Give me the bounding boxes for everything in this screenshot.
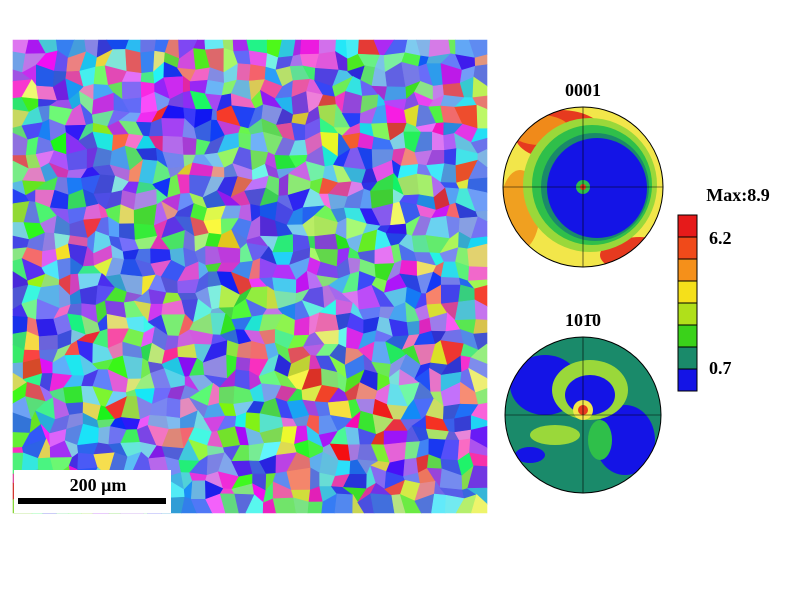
color-bar-tick: 0.7 (709, 358, 732, 378)
color-bar-max: Max:8.9 (706, 185, 769, 205)
contour (547, 138, 647, 238)
grain (470, 494, 488, 514)
scale-bar-line (18, 498, 166, 504)
grain (416, 173, 435, 198)
grain (406, 320, 420, 336)
grain (166, 416, 181, 430)
grain (63, 385, 84, 404)
grain (235, 357, 251, 372)
grain (399, 260, 418, 277)
scale-bar: 200 μm (14, 470, 171, 513)
grain (204, 79, 225, 96)
grain (370, 493, 395, 514)
grain (140, 50, 155, 74)
color-step (677, 236, 698, 260)
grain (286, 467, 311, 491)
grain (468, 266, 488, 282)
pole-figure-label: 101̄0 (565, 310, 601, 330)
grain (236, 63, 252, 82)
color-step (677, 368, 698, 392)
contour (515, 447, 545, 463)
color-step (677, 302, 698, 326)
grain (272, 497, 297, 514)
grain (314, 312, 340, 333)
grain (182, 136, 198, 156)
grain (121, 81, 142, 100)
grain (440, 284, 462, 305)
grain (38, 334, 59, 351)
contour (595, 405, 655, 475)
color-bar-tick: 6.2 (709, 228, 732, 248)
color-step (677, 258, 698, 282)
scale-bar-label: 200 μm (70, 475, 127, 495)
grain (12, 447, 24, 454)
grain (444, 148, 457, 166)
color-bar (677, 214, 698, 392)
grain (321, 368, 339, 389)
grain (140, 39, 157, 54)
grain (315, 51, 340, 71)
grain (12, 316, 29, 335)
grain (334, 493, 354, 514)
scale-bar-box (14, 470, 171, 513)
color-step (677, 280, 698, 304)
ebsd-map (12, 39, 488, 514)
grain (119, 223, 136, 241)
grain (217, 246, 241, 264)
pole-figure-label: 0001 (565, 80, 601, 100)
grain (383, 86, 407, 102)
grain (218, 386, 236, 405)
grain (211, 108, 218, 121)
grain (98, 426, 111, 446)
grain (161, 118, 186, 138)
color-step (677, 324, 698, 348)
contour (530, 425, 580, 445)
grain (454, 415, 472, 433)
grain (473, 319, 488, 335)
grain (190, 480, 207, 500)
grain (431, 493, 447, 514)
grain (476, 104, 488, 129)
grain (307, 501, 324, 514)
color-step (677, 214, 698, 238)
grain (232, 39, 250, 52)
contour (588, 420, 612, 460)
grain (125, 48, 143, 74)
grain (166, 397, 181, 419)
grain (300, 39, 320, 55)
grain (314, 233, 339, 250)
color-step (677, 346, 698, 370)
pole-figure (503, 107, 663, 267)
grain (454, 299, 477, 321)
grain (440, 276, 462, 286)
grain (211, 166, 225, 178)
grain (248, 64, 267, 82)
